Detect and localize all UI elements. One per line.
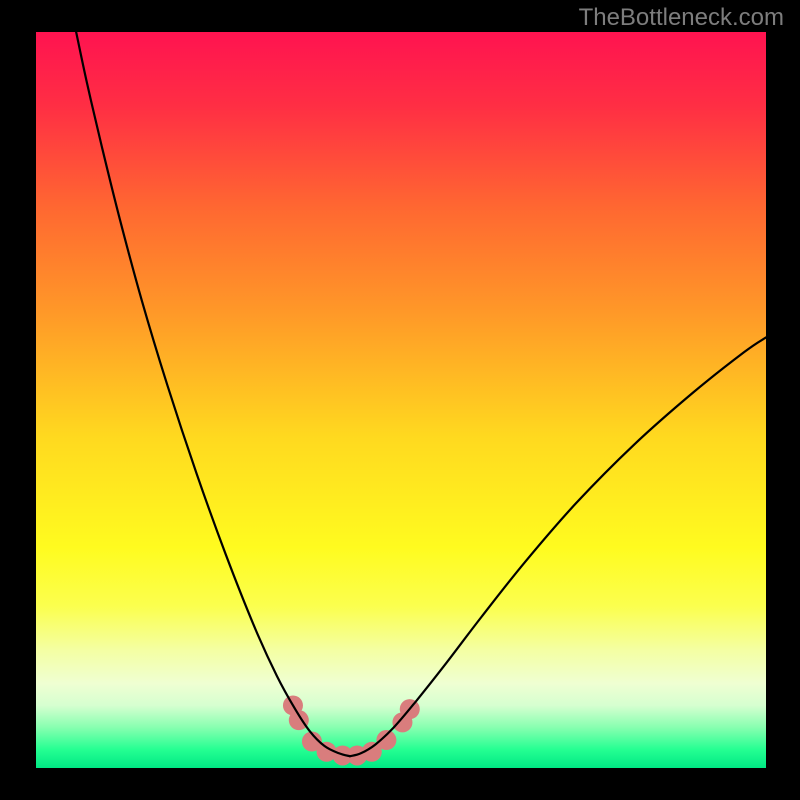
bottleneck-curve-chart (36, 32, 766, 768)
watermark-text: TheBottleneck.com (579, 4, 784, 32)
chart-frame (36, 32, 766, 768)
chart-background (36, 32, 766, 768)
